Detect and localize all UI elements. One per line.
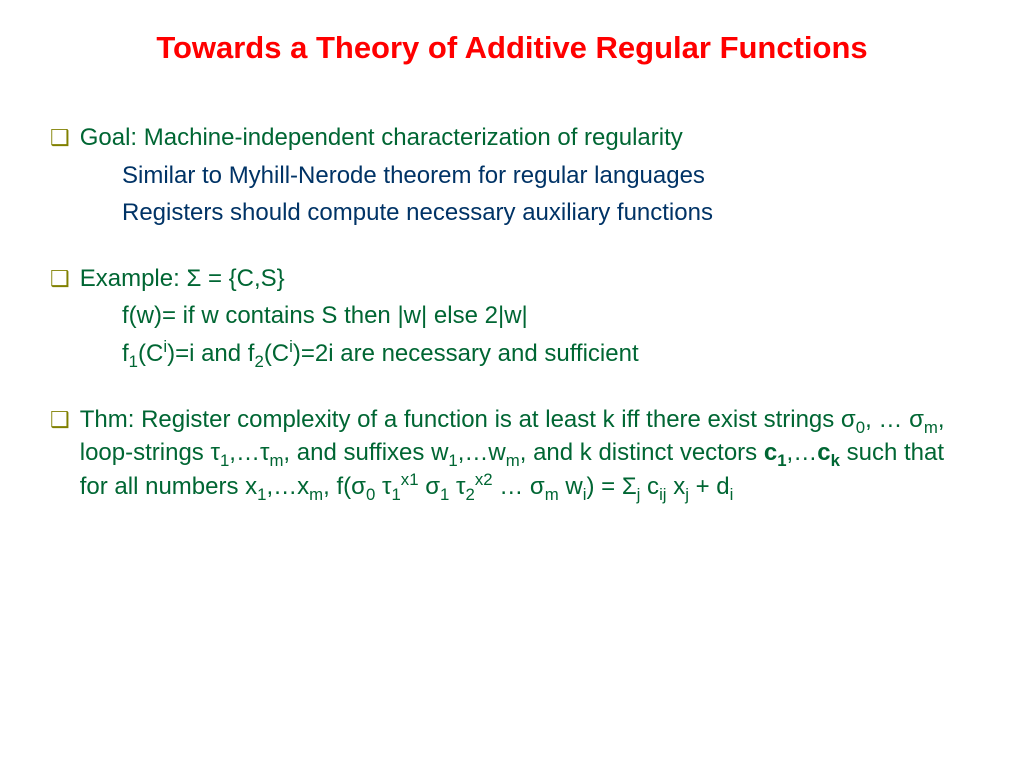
bullet-item: ❑ Example: Σ = {C,S} xyxy=(50,262,974,296)
slide-container: Towards a Theory of Additive Regular Fun… xyxy=(0,0,1024,565)
bullet-item: ❑ Goal: Machine-independent characteriza… xyxy=(50,121,974,155)
bullet-icon: ❑ xyxy=(50,405,70,436)
slide-title: Towards a Theory of Additive Regular Fun… xyxy=(50,30,974,66)
sub-item: f1(Ci)=i and f2(Ci)=2i are necessary and… xyxy=(122,337,974,371)
bullet-icon: ❑ xyxy=(50,123,70,154)
bullet-heading: Example: Σ = {C,S} xyxy=(80,262,974,296)
sub-item: Registers should compute necessary auxil… xyxy=(122,196,974,230)
bullet-heading: Goal: Machine-independent characterizati… xyxy=(80,121,974,155)
bullet-item: ❑ Thm: Register complexity of a function… xyxy=(50,403,974,504)
bullet-heading: Thm: Register complexity of a function i… xyxy=(80,403,974,504)
section-theorem: ❑ Thm: Register complexity of a function… xyxy=(50,403,974,504)
sub-item: f(w)= if w contains S then |w| else 2|w| xyxy=(122,299,974,333)
bullet-icon: ❑ xyxy=(50,264,70,295)
section-goal: ❑ Goal: Machine-independent characteriza… xyxy=(50,121,974,230)
sub-item: Similar to Myhill-Nerode theorem for reg… xyxy=(122,159,974,193)
section-example: ❑ Example: Σ = {C,S} f(w)= if w contains… xyxy=(50,262,974,371)
